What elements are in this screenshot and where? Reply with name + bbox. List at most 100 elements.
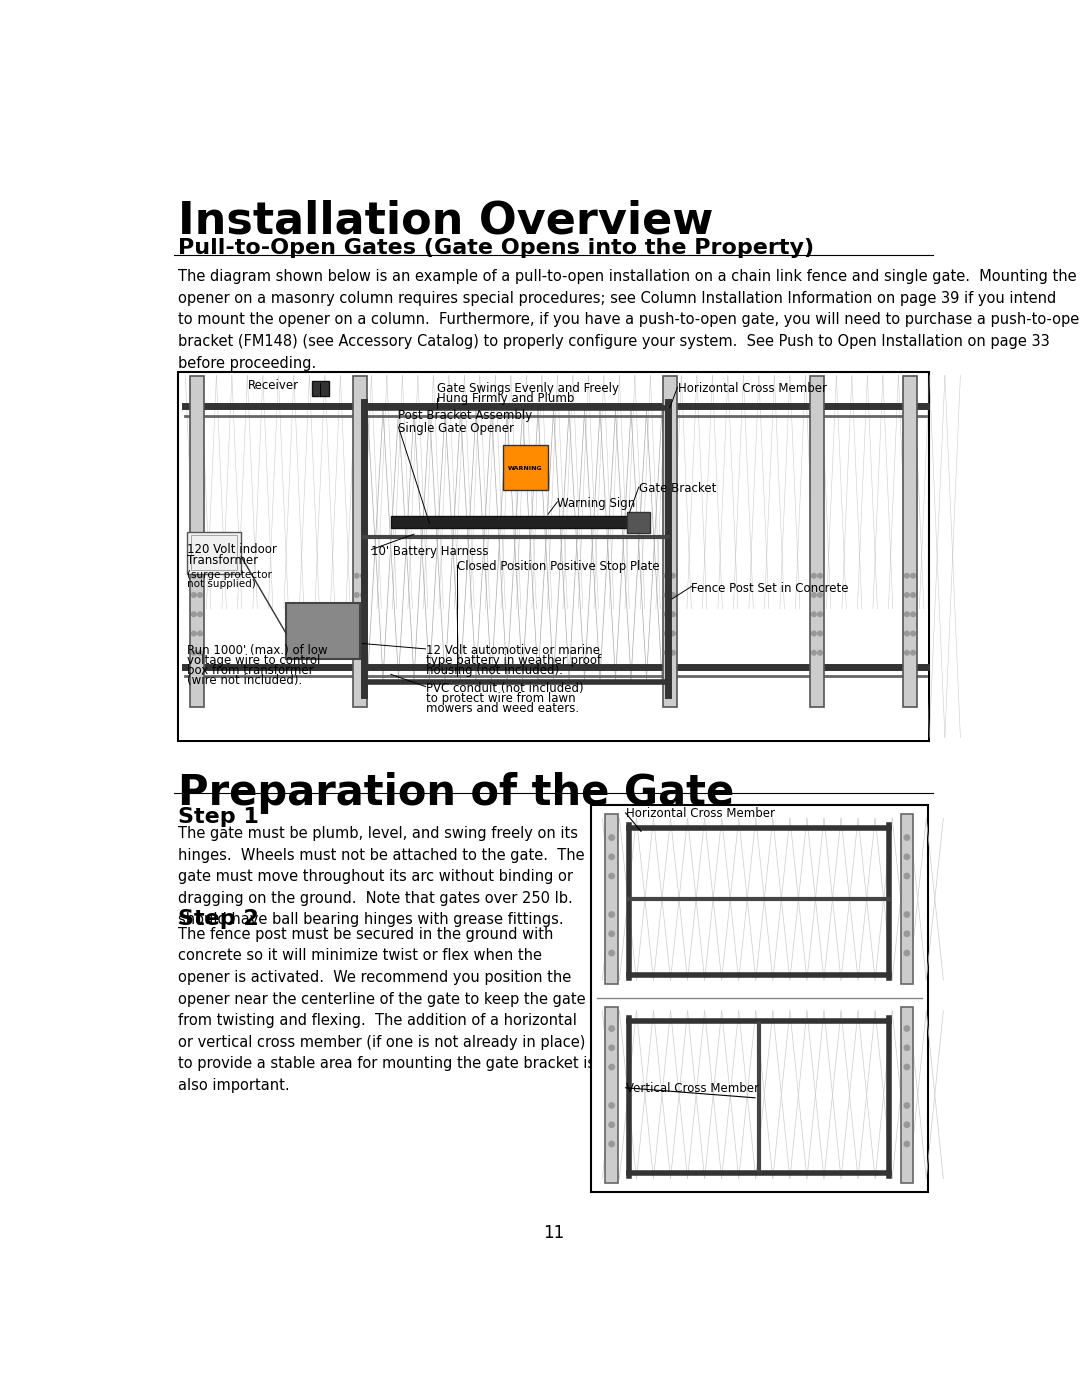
- Bar: [190, 376, 204, 707]
- Circle shape: [198, 592, 202, 598]
- Text: Horizontal Cross Member: Horizontal Cross Member: [625, 806, 774, 820]
- Circle shape: [905, 573, 909, 578]
- Text: PVC conduit (not included): PVC conduit (not included): [426, 682, 583, 694]
- Circle shape: [904, 930, 909, 936]
- Text: Gate Swings Evenly and Freely: Gate Swings Evenly and Freely: [437, 381, 619, 395]
- Circle shape: [904, 854, 909, 859]
- Circle shape: [671, 612, 675, 616]
- Circle shape: [905, 592, 909, 598]
- Circle shape: [609, 1025, 615, 1031]
- Circle shape: [910, 612, 916, 616]
- Circle shape: [191, 651, 197, 655]
- Circle shape: [198, 612, 202, 616]
- Text: (surge protector: (surge protector: [187, 570, 272, 580]
- Bar: [606, 1007, 618, 1182]
- Text: Preparation of the Gate: Preparation of the Gate: [177, 773, 734, 814]
- Circle shape: [664, 651, 669, 655]
- Circle shape: [910, 651, 916, 655]
- Circle shape: [609, 912, 615, 918]
- Circle shape: [905, 631, 909, 636]
- Circle shape: [609, 1102, 615, 1108]
- Circle shape: [671, 631, 675, 636]
- Bar: [663, 376, 677, 707]
- Bar: [591, 805, 928, 1192]
- Circle shape: [354, 612, 359, 616]
- Circle shape: [910, 573, 916, 578]
- Circle shape: [904, 1065, 909, 1070]
- Text: Closed Position Positive Stop Plate: Closed Position Positive Stop Plate: [457, 560, 659, 573]
- Circle shape: [904, 912, 909, 918]
- Text: mowers and weed eaters.: mowers and weed eaters.: [426, 703, 579, 715]
- Circle shape: [905, 651, 909, 655]
- Circle shape: [904, 950, 909, 956]
- Circle shape: [818, 651, 823, 655]
- Bar: [353, 376, 367, 707]
- Circle shape: [811, 573, 816, 578]
- Circle shape: [354, 573, 359, 578]
- Text: not supplied): not supplied): [187, 578, 256, 588]
- Circle shape: [818, 592, 823, 598]
- Text: voltage wire to control: voltage wire to control: [187, 654, 321, 666]
- Circle shape: [904, 1141, 909, 1147]
- Text: The gate must be plumb, level, and swing freely on its
hinges.  Wheels must not : The gate must be plumb, level, and swing…: [177, 826, 584, 928]
- Circle shape: [191, 592, 197, 598]
- Circle shape: [818, 631, 823, 636]
- Circle shape: [609, 1122, 615, 1127]
- Circle shape: [904, 1045, 909, 1051]
- Circle shape: [361, 592, 365, 598]
- Text: 12 Volt automotive or marine: 12 Volt automotive or marine: [426, 644, 599, 657]
- Circle shape: [609, 854, 615, 859]
- Circle shape: [354, 592, 359, 598]
- Text: 11: 11: [543, 1224, 564, 1242]
- Circle shape: [904, 873, 909, 879]
- Text: Step 2: Step 2: [177, 909, 258, 929]
- Circle shape: [198, 631, 202, 636]
- Circle shape: [664, 592, 669, 598]
- Circle shape: [191, 612, 197, 616]
- Circle shape: [361, 651, 365, 655]
- Circle shape: [198, 573, 202, 578]
- Circle shape: [609, 930, 615, 936]
- Circle shape: [609, 1045, 615, 1051]
- Circle shape: [664, 631, 669, 636]
- Bar: [901, 1007, 913, 1182]
- Text: Run 1000' (max.) of low: Run 1000' (max.) of low: [187, 644, 327, 657]
- Circle shape: [609, 835, 615, 840]
- Circle shape: [354, 631, 359, 636]
- Circle shape: [811, 612, 816, 616]
- Bar: [179, 609, 928, 740]
- Circle shape: [671, 651, 675, 655]
- Circle shape: [904, 835, 909, 840]
- Circle shape: [910, 631, 916, 636]
- Text: housing (not included).: housing (not included).: [426, 664, 563, 676]
- Bar: [391, 515, 635, 528]
- Circle shape: [609, 1065, 615, 1070]
- Bar: [606, 814, 618, 983]
- Text: 10' Battery Harness: 10' Battery Harness: [372, 545, 489, 557]
- Circle shape: [609, 873, 615, 879]
- Circle shape: [609, 950, 615, 956]
- Text: Receiver: Receiver: [247, 380, 298, 393]
- Circle shape: [910, 592, 916, 598]
- Circle shape: [191, 573, 197, 578]
- Text: Fence Post Set in Concrete: Fence Post Set in Concrete: [691, 583, 849, 595]
- Text: Pull-to-Open Gates (Gate Opens into the Property): Pull-to-Open Gates (Gate Opens into the …: [177, 239, 813, 258]
- Text: Hung Firmly and Plumb: Hung Firmly and Plumb: [437, 391, 575, 405]
- Bar: [901, 814, 913, 983]
- Circle shape: [361, 631, 365, 636]
- Bar: [177, 372, 930, 742]
- Bar: [187, 532, 241, 574]
- Circle shape: [818, 612, 823, 616]
- Circle shape: [191, 631, 197, 636]
- Text: Horizontal Cross Member: Horizontal Cross Member: [677, 381, 826, 395]
- Circle shape: [361, 612, 365, 616]
- Bar: [503, 444, 548, 489]
- Text: Gate Bracket: Gate Bracket: [638, 482, 716, 495]
- Bar: [810, 376, 824, 707]
- Text: 120 Volt indoor: 120 Volt indoor: [187, 543, 276, 556]
- Text: (wire not included).: (wire not included).: [187, 673, 302, 686]
- Circle shape: [818, 573, 823, 578]
- Circle shape: [664, 573, 669, 578]
- Circle shape: [671, 573, 675, 578]
- Circle shape: [671, 592, 675, 598]
